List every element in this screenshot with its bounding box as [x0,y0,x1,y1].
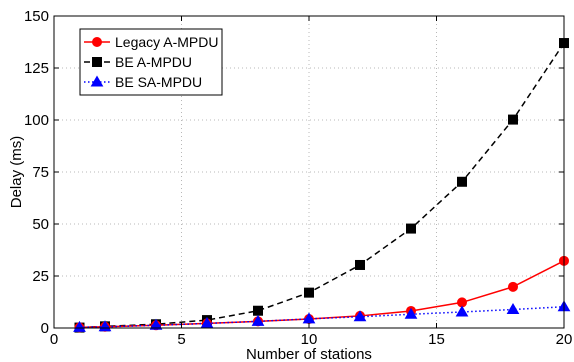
legend: Legacy A-MPDU BE A-MPDU BE SA-MPDU [79,28,223,96]
y-tick-label: 0 [41,320,49,337]
data-point [304,287,314,298]
y-tick-label: 50 [32,216,49,233]
data-point [457,176,467,187]
data-point [355,259,365,270]
x-tick-label: 0 [50,331,58,348]
legend-label: BE SA-MPDU [115,74,202,90]
axis-ticks: 0 5 10 15 20 0 25 50 75 100 125 150 [24,8,572,348]
data-point [302,312,316,324]
data-point [73,320,86,332]
data-point [506,302,520,314]
legend-label: Legacy A-MPDU [115,34,218,50]
y-tick-label: 125 [24,60,49,77]
data-point [149,318,163,330]
y-tick-label: 150 [24,8,49,25]
legend-entry: Legacy A-MPDU [84,34,218,50]
legend-box [79,28,223,96]
y-axis-label: Delay (ms) [8,136,25,209]
data-point [200,316,214,328]
y-tick-label: 25 [32,268,49,285]
legend-marker [90,75,104,87]
x-axis-label: Number of stations [246,346,372,362]
data-point [508,281,518,292]
data-point [353,310,367,322]
data-point [404,307,418,319]
x-tick-label: 5 [177,331,185,348]
x-tick-label: 10 [301,331,318,348]
data-point [455,305,469,317]
y-tick-label: 100 [24,112,49,129]
y-tick-label: 75 [32,164,49,181]
legend-entry: BE SA-MPDU [84,74,202,90]
legend-marker [92,57,102,67]
data-point [406,223,416,234]
legend-entry: BE A-MPDU [84,54,192,70]
legend-marker [92,37,102,47]
data-point [251,314,265,326]
legend-label: BE A-MPDU [115,54,192,70]
x-tick-label: 20 [556,331,573,348]
x-tick-label: 15 [428,331,445,348]
data-point [253,305,263,316]
data-point [508,114,518,125]
